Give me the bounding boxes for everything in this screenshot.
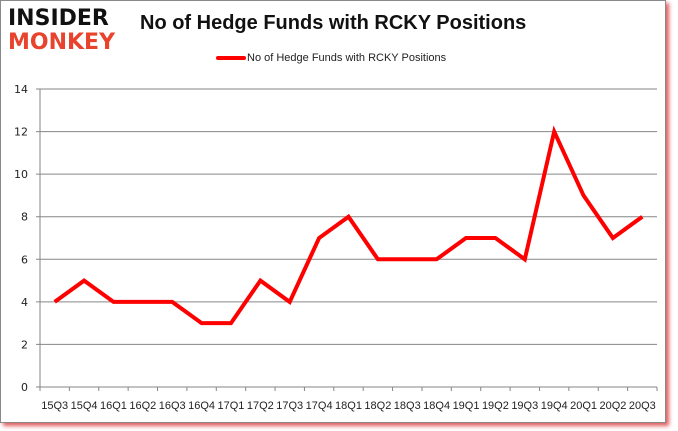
x-tick-label: 16Q3 [159, 400, 186, 412]
y-tick-label: 8 [21, 211, 28, 224]
x-tick-label: 17Q1 [218, 400, 245, 412]
x-tick-label: 15Q3 [41, 400, 68, 412]
legend-swatch [216, 56, 246, 60]
x-tick-label: 16Q2 [129, 400, 156, 412]
x-tick-label: 20Q2 [599, 400, 626, 412]
y-tick-label: 4 [21, 296, 28, 309]
x-tick-label: 17Q3 [276, 400, 303, 412]
x-tick-label: 18Q4 [423, 400, 450, 412]
x-tick-label: 18Q3 [394, 400, 421, 412]
y-tick-label: 12 [14, 126, 28, 139]
y-tick-label: 14 [14, 83, 28, 96]
x-tick-label: 16Q1 [100, 400, 127, 412]
chart-frame [0, 0, 666, 423]
x-tick-label: 16Q4 [188, 400, 215, 412]
logo-line2: MONKEY [8, 30, 116, 55]
x-tick-label: 20Q1 [570, 400, 597, 412]
x-tick-label: 19Q3 [511, 400, 538, 412]
x-tick-label: 17Q2 [247, 400, 274, 412]
chart-legend: No of Hedge Funds with RCKY Positions [216, 52, 446, 64]
y-tick-label: 0 [21, 381, 28, 394]
chart-title: No of Hedge Funds with RCKY Positions [140, 12, 527, 34]
series-line [53, 125, 644, 326]
x-tick-label: 19Q2 [482, 400, 509, 412]
x-tick-label: 18Q1 [335, 400, 362, 412]
x-tick-label: 19Q4 [541, 400, 568, 412]
x-tick-label: 18Q2 [364, 400, 391, 412]
x-tick-label: 15Q4 [71, 400, 98, 412]
x-tick-label: 20Q3 [629, 400, 656, 412]
legend-label: No of Hedge Funds with RCKY Positions [247, 52, 447, 64]
x-tick-label: 19Q1 [453, 400, 480, 412]
logo-line1: INSIDER [8, 6, 109, 31]
y-tick-label: 10 [14, 168, 28, 181]
y-tick-label: 2 [21, 338, 28, 351]
y-tick-label: 6 [21, 253, 28, 266]
x-tick-label: 17Q4 [306, 400, 333, 412]
insider-monkey-logo: INSIDER MONKEY [8, 6, 126, 55]
